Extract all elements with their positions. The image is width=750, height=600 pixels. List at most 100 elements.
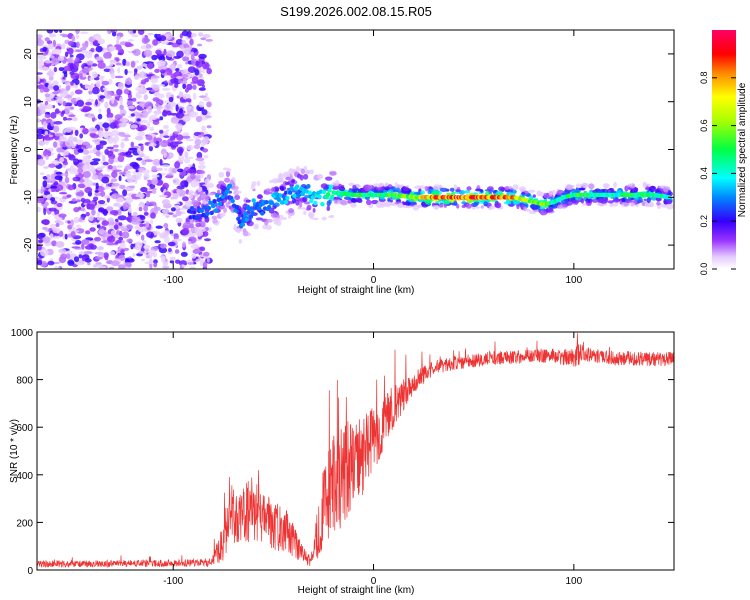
heatmap-cell [387, 189, 394, 194]
heatmap-cell [304, 169, 311, 175]
heatmap-cell [352, 185, 357, 190]
heatmap-cell [169, 229, 174, 235]
heatmap-cell [197, 187, 202, 193]
heatmap-cell [48, 33, 57, 38]
heatmap-cell [38, 140, 46, 146]
heatmap-cell [118, 122, 127, 128]
heatmap-cell [364, 185, 372, 192]
heatmap-cell [138, 251, 145, 254]
heatmap-cell [176, 188, 181, 194]
heatmap-cell [180, 251, 188, 257]
heatmap-cell [102, 122, 110, 129]
heatmap-cell [58, 98, 65, 104]
heatmap-cell [650, 196, 658, 201]
heatmap-cell [117, 155, 125, 163]
heatmap-cell [302, 196, 308, 203]
heatmap-cell [115, 62, 122, 66]
heatmap-cell [44, 37, 50, 42]
heatmap-cell [55, 241, 65, 248]
heatmap-cell [205, 211, 210, 216]
heatmap-cell [153, 259, 158, 264]
heatmap-cell [65, 85, 71, 91]
heatmap-cell [65, 250, 73, 255]
heatmap-cell [89, 227, 96, 232]
heatmap-cell [202, 261, 208, 269]
heatmap-cell [82, 128, 89, 135]
heatmap-cell [217, 189, 221, 195]
x-tick-label: 0 [371, 576, 377, 587]
heatmap-cell [101, 220, 109, 226]
heatmap-cell [80, 31, 89, 35]
heatmap-cell [195, 115, 203, 123]
heatmap-cell [91, 71, 98, 78]
heatmap-cell [98, 108, 102, 113]
heatmap-cell [667, 190, 672, 195]
heatmap-cell [432, 205, 440, 210]
heatmap-cell [208, 227, 212, 232]
heatmap-cell [115, 240, 122, 244]
heatmap-cell [125, 61, 130, 67]
heatmap-cell [117, 215, 127, 221]
heatmap-cell [39, 109, 46, 115]
heatmap-cell [505, 199, 511, 204]
heatmap-cell [108, 78, 113, 85]
heatmap-cell [37, 75, 41, 83]
heatmap-cell [84, 64, 88, 67]
heatmap-cell [113, 224, 119, 230]
heatmap-cell [373, 183, 381, 187]
heatmap-cell [102, 161, 109, 166]
heatmap-cell [177, 125, 181, 133]
heatmap-cell [94, 190, 99, 193]
heatmap-cell [118, 171, 127, 175]
heatmap-cell [47, 43, 54, 50]
heatmap-cell [110, 260, 120, 267]
heatmap-cell [199, 208, 205, 213]
heatmap-cell [205, 195, 209, 202]
heatmap-cell [480, 205, 484, 209]
spectrogram-x-axis-label: Height of straight line (km) [298, 285, 415, 296]
heatmap-cell [84, 83, 89, 90]
x-tick-label: -100 [163, 576, 183, 587]
heatmap-cell [186, 144, 194, 151]
heatmap-cell [152, 97, 160, 102]
heatmap-cell [42, 219, 50, 226]
y-tick-label: -20 [23, 237, 34, 252]
heatmap-cell [138, 126, 142, 132]
heatmap-cell [152, 189, 157, 194]
heatmap-cell [182, 115, 191, 122]
heatmap-cell [130, 60, 136, 68]
heatmap-cell [381, 202, 388, 207]
heatmap-cell [114, 75, 124, 79]
heatmap-cell [140, 79, 147, 85]
heatmap-cell [99, 143, 104, 150]
heatmap-cell [54, 181, 59, 186]
heatmap-cell [461, 204, 466, 208]
heatmap-cell [170, 63, 176, 71]
heatmap-cell [136, 233, 140, 237]
heatmap-cell [189, 111, 199, 116]
heatmap-cell [72, 198, 77, 202]
heatmap-cell [572, 199, 580, 204]
heatmap-cell [159, 65, 168, 70]
heatmap-cell [159, 129, 164, 134]
heatmap-cell [37, 260, 43, 266]
heatmap-cell [125, 217, 131, 221]
heatmap-cell [37, 244, 43, 251]
heatmap-cell [200, 37, 207, 41]
heatmap-cell [111, 182, 120, 187]
heatmap-cells [37, 30, 674, 269]
heatmap-cell [117, 67, 121, 74]
colorbar-tick-label: 0.6 [699, 119, 709, 132]
heatmap-cell [83, 202, 88, 206]
heatmap-cell [394, 182, 398, 188]
heatmap-cell [49, 233, 54, 240]
heatmap-cell [227, 168, 232, 173]
heatmap-cell [148, 142, 157, 147]
heatmap-cell [145, 255, 150, 259]
heatmap-cell [48, 163, 56, 168]
heatmap-cell [635, 196, 639, 200]
heatmap-cell [59, 30, 63, 34]
heatmap-cell [160, 243, 167, 249]
heatmap-cell [37, 232, 46, 240]
heatmap-cell [113, 148, 119, 152]
